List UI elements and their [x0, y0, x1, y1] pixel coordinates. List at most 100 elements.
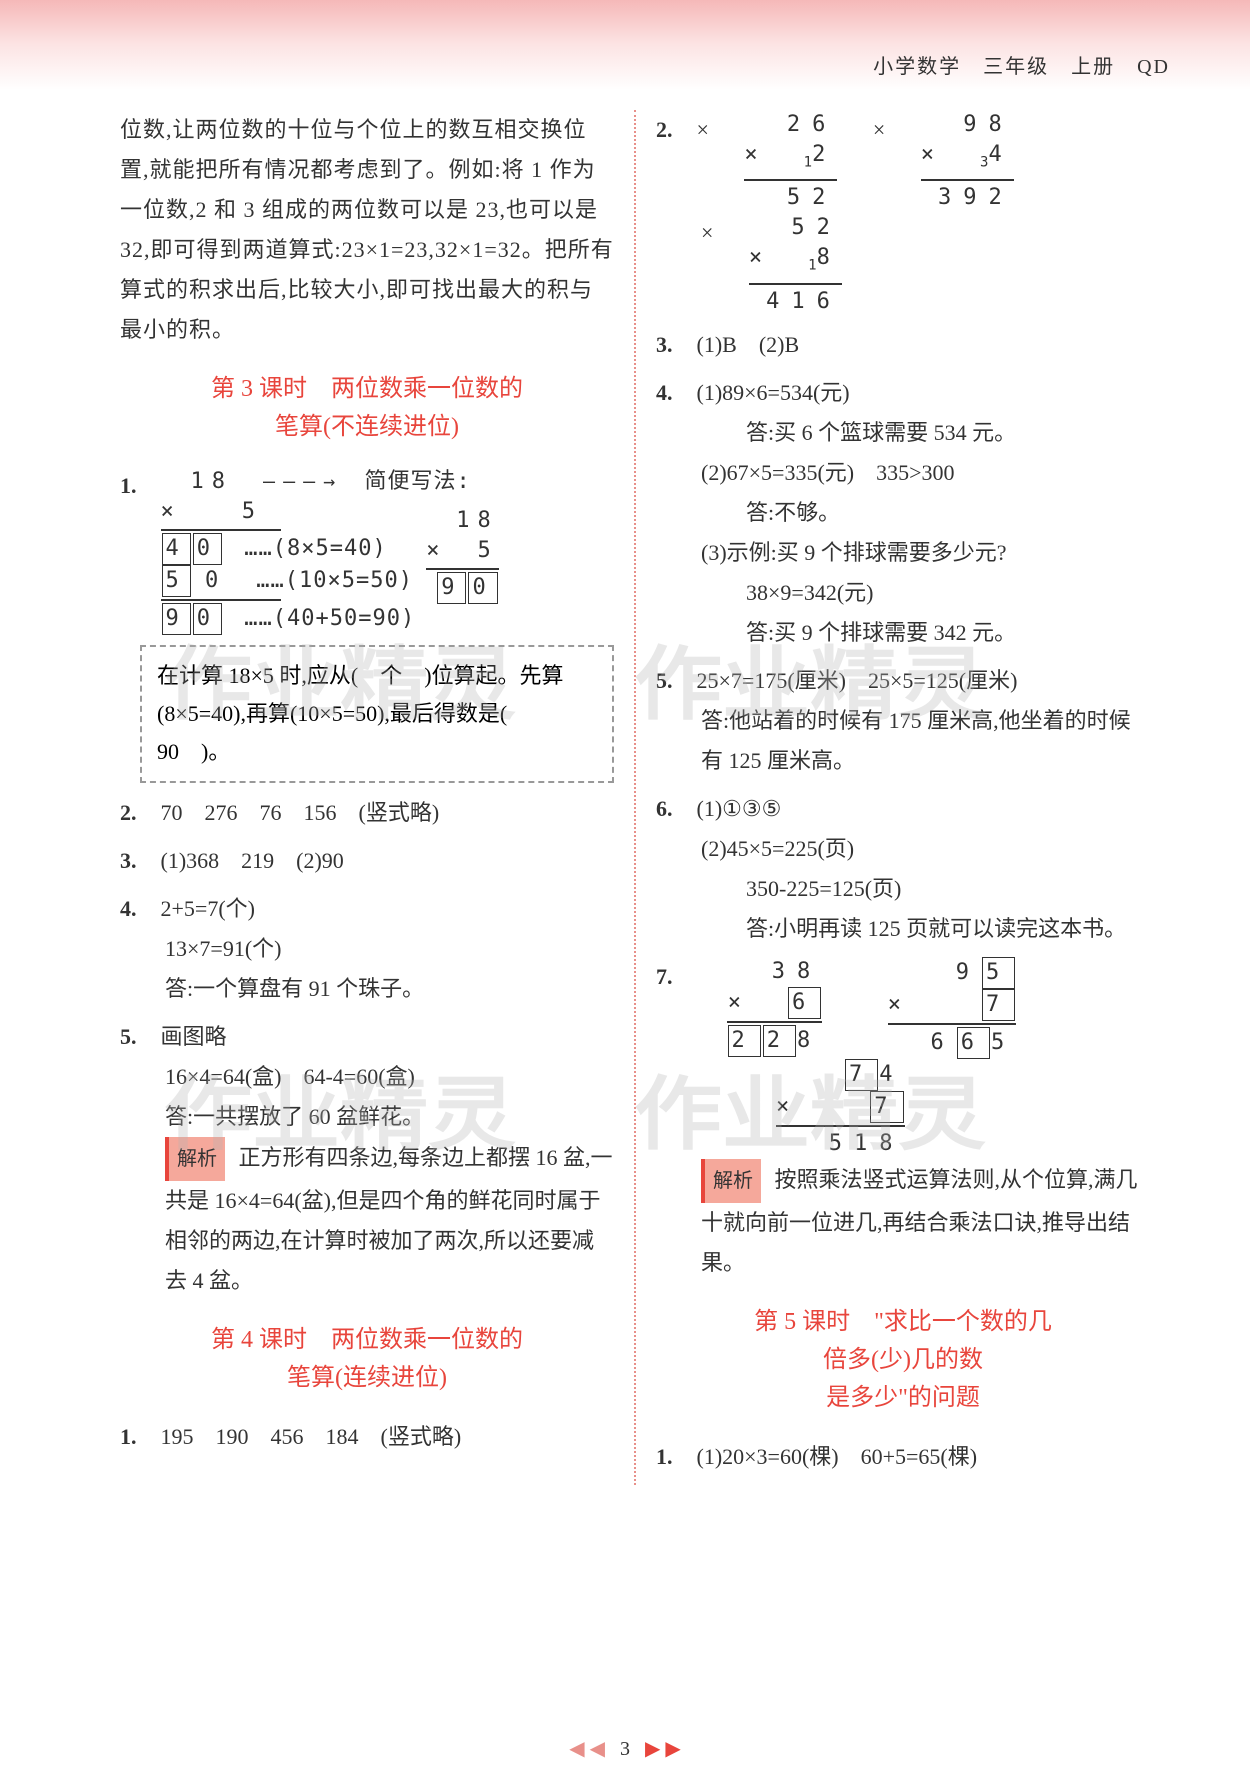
calc-value: 26: [787, 112, 838, 137]
page-number: 3: [620, 1738, 630, 1760]
answer-line: (3)示例:买 9 个排球需要多少元?: [656, 533, 1150, 573]
calc-digit: 6: [931, 1030, 956, 1055]
calc-result: 518: [829, 1131, 905, 1156]
r-question-5: 5. 25×7=175(厘米) 25×5=125(厘米) 答:他站着的时候有 1…: [656, 661, 1150, 781]
boxed-digit: 7: [845, 1059, 878, 1091]
lesson-title-line: 第 4 课时 两位数乘一位数的: [211, 1327, 523, 1353]
answer-text: 25×7=175(厘米) 25×5=125(厘米): [697, 668, 1018, 693]
calc-value: 2: [812, 142, 837, 167]
carry-digit: 1: [804, 154, 812, 170]
lesson-5-title: 第 5 课时 "求比一个数的几 倍多(少)几的数 是多少"的问题: [656, 1303, 1150, 1417]
answer-text: 70 276 76 156 (竖式略): [161, 800, 440, 825]
boxed-digit: 5: [982, 957, 1015, 989]
right-column: 2. × 26 × 12 52 × 98 × 34 392 × 52 × 18: [636, 110, 1170, 1485]
answer-text: (1)20×3=60(棵) 60+5=65(棵): [697, 1444, 978, 1469]
boxed-digit: 4: [162, 533, 191, 565]
lesson-title-line: 倍多(少)几的数: [823, 1347, 983, 1373]
mult-symbol: ×: [873, 117, 885, 142]
boxed-digit: 0: [193, 603, 222, 635]
boxed-digit: 9: [162, 603, 191, 635]
calc-result: 52: [787, 185, 838, 210]
lesson-title-line: 笔算(不连续进位): [275, 414, 459, 440]
l4-question-1: 1. 195 190 456 184 (竖式略): [120, 1417, 614, 1457]
analysis-label: 解析: [701, 1159, 761, 1203]
answer-line: 答:一个算盘有 91 个珠子。: [120, 969, 614, 1009]
calc-value: 5: [242, 499, 263, 524]
calc-digit: 4: [879, 1062, 904, 1087]
question-2: 2. 70 276 76 156 (竖式略): [120, 793, 614, 833]
answer-line: 答:一共摆放了 60 盆鲜花。: [120, 1097, 614, 1137]
answer-line: 13×7=91(个): [120, 929, 614, 969]
answer-text: (1)①③⑤: [697, 796, 782, 821]
lesson-4-title: 第 4 课时 两位数乘一位数的 笔算(连续进位): [120, 1321, 614, 1397]
answer-line: 答:买 6 个篮球需要 534 元。: [656, 413, 1150, 453]
calc-value: 5: [477, 538, 498, 563]
r-question-3: 3. (1)B (2)B: [656, 325, 1150, 365]
analysis-text: 按照乘法竖式运算法则,从个位算,满几十就向前一位进几,再结合乘法口诀,推导出结果…: [701, 1167, 1138, 1275]
answer-line: 答:不够。: [656, 493, 1150, 533]
dashed-explanation-box: 在计算 18×5 时,应从( 个 )位算起。先算(8×5=40),再算(10×5…: [140, 645, 614, 783]
vertical-calc: 26 × 12 52: [744, 110, 837, 213]
item-number: 4.: [656, 373, 691, 413]
calc-note: ……(10×5=50): [256, 568, 413, 593]
item-number: 5.: [656, 661, 691, 701]
answer-text: 画图略: [161, 1024, 227, 1049]
question-1: 1. 18 ———→ 简便写法: × 5 40 ……(8×5=40) 5 0 ……: [120, 466, 614, 635]
answer-line: 16×4=64(盒) 64-4=60(盒): [120, 1057, 614, 1097]
item-number: 1.: [120, 466, 155, 506]
answer-text: 2+5=7(个): [161, 896, 255, 921]
answer-line: (2)45×5=225(页): [656, 829, 1150, 869]
left-column: 位数,让两位数的十位与个位上的数互相交换位置,就能把所有情况都考虑到了。例如:将…: [100, 110, 636, 1485]
answer-text: (1)368 219 (2)90: [161, 848, 344, 873]
boxed-digit: 7: [870, 1091, 903, 1123]
vertical-calc: 52 × 18 416: [749, 213, 842, 316]
boxed-digit: 0: [468, 572, 497, 604]
r-question-4: 4. (1)89×6=534(元) 答:买 6 个篮球需要 534 元。 (2)…: [656, 373, 1150, 653]
vertical-calc: 95 × 7 665: [888, 957, 1017, 1059]
arrow-icon: ———→: [263, 469, 343, 493]
calc-value: 18: [191, 469, 234, 494]
answer-text: (1)B (2)B: [697, 332, 800, 357]
item-number: 3.: [120, 841, 155, 881]
lesson-title-line: 第 5 课时 "求比一个数的几: [754, 1309, 1052, 1335]
content-area: 位数,让两位数的十位与个位上的数互相交换位置,就能把所有情况都考虑到了。例如:将…: [0, 90, 1250, 1505]
calc-value: 52: [791, 215, 842, 240]
boxed-digit: 5: [162, 565, 191, 597]
vertical-calc: 98 × 34 392: [921, 110, 1014, 213]
item-number: 6.: [656, 789, 691, 829]
r-question-7: 7. 38 × 6 228 95 × 7 665 74 × 7 518: [656, 957, 1150, 1283]
analysis-section: 解析 正方形有四条边,每条边上都摆 16 盆,一共是 16×4=64(盆),但是…: [120, 1137, 614, 1301]
answer-line: 答:买 9 个排球需要 342 元。: [656, 613, 1150, 653]
lesson-title-line: 是多少"的问题: [826, 1385, 980, 1411]
r-question-6: 6. (1)①③⑤ (2)45×5=225(页) 350-225=125(页) …: [656, 789, 1150, 949]
answer-line: 答:他站着的时候有 175 厘米高,他坐着的时候有 125 厘米高。: [656, 701, 1150, 781]
calc-result: 392: [938, 185, 1014, 210]
lesson-title-line: 笔算(连续进位): [287, 1365, 447, 1391]
calc-value: 8: [817, 245, 842, 270]
item-number: 3.: [656, 325, 691, 365]
boxed-digit: 6: [957, 1027, 990, 1059]
item-number: 2.: [656, 110, 691, 150]
carry-digit: 1: [808, 258, 816, 274]
lesson-3-title: 第 3 课时 两位数乘一位数的 笔算(不连续进位): [120, 370, 614, 446]
intro-paragraph: 位数,让两位数的十位与个位上的数互相交换位置,就能把所有情况都考虑到了。例如:将…: [120, 110, 614, 350]
page-footer: ◀ ◀ 3 ▶ ▶: [0, 1736, 1250, 1761]
question-3: 3. (1)368 219 (2)90: [120, 841, 614, 881]
mult-symbol: ×: [701, 220, 713, 245]
page-header: 小学数学 三年级 上册 QD: [0, 0, 1250, 90]
calc-digit: 9: [956, 960, 981, 985]
calc-value: 38: [772, 959, 823, 984]
answer-line: (2)67×5=335(元) 335>300: [656, 453, 1150, 493]
triangle-right-icon: ▶ ▶: [645, 1738, 681, 1760]
simple-label: 简便写法:: [364, 469, 470, 494]
analysis-section: 解析 按照乘法竖式运算法则,从个位算,满几十就向前一位进几,再结合乘法口诀,推导…: [656, 1159, 1150, 1283]
mult-symbol: ×: [697, 117, 709, 142]
answer-line: 350-225=125(页): [656, 869, 1150, 909]
answer-text: (1)89×6=534(元): [697, 380, 850, 405]
item-number: 5.: [120, 1017, 155, 1057]
item-number: 4.: [120, 889, 155, 929]
header-subject-text: 小学数学 三年级 上册 QD: [873, 50, 1170, 79]
boxed-digit: 0: [193, 533, 222, 565]
r-question-2: 2. × 26 × 12 52 × 98 × 34 392 × 52 × 18: [656, 110, 1150, 317]
boxed-digit: 2: [763, 1025, 796, 1057]
